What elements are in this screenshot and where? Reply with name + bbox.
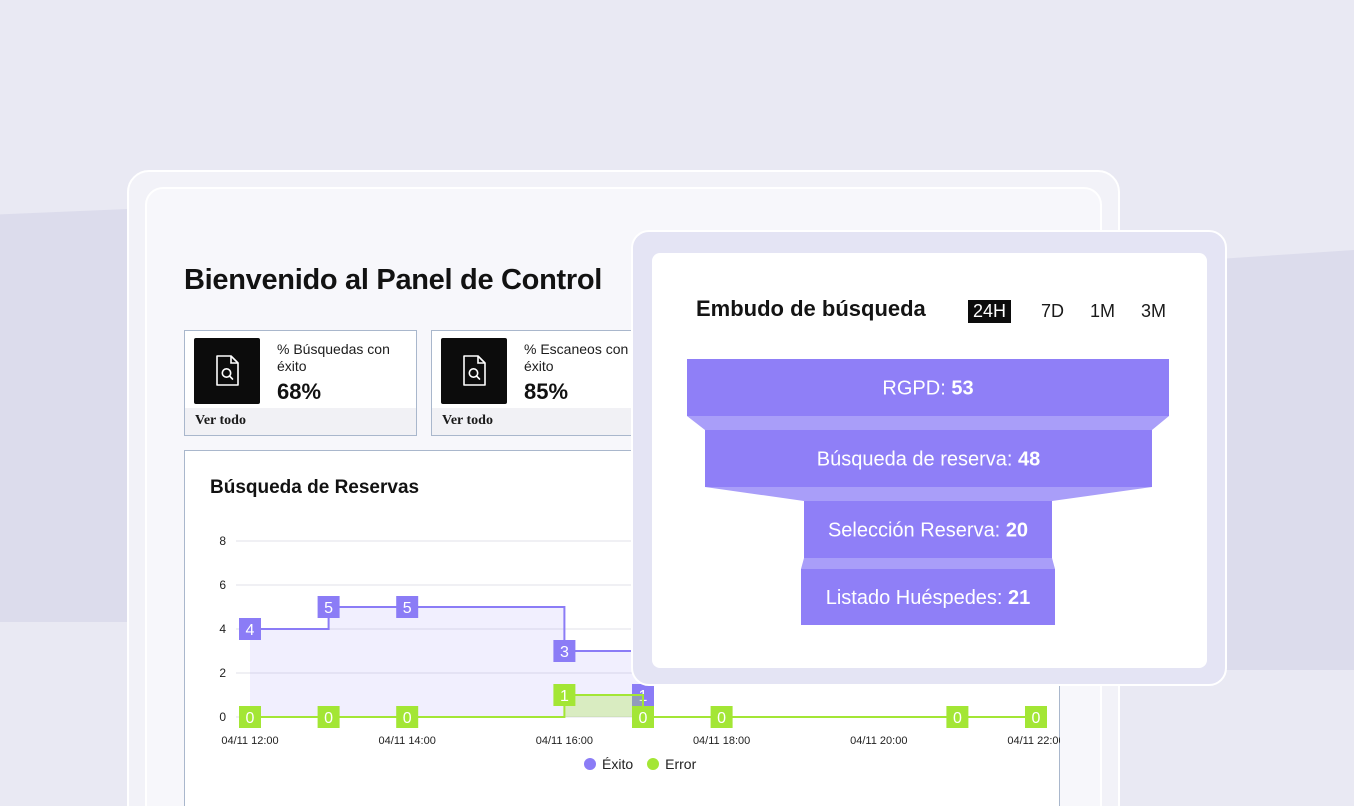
data-label: 0 xyxy=(324,710,333,727)
legend-item-error[interactable]: Error xyxy=(647,756,696,772)
range-24h-button[interactable]: 24H xyxy=(968,300,1012,323)
legend-label: Éxito xyxy=(602,756,634,772)
data-label-box xyxy=(396,706,419,728)
page-title: Bienvenido al Panel de Control xyxy=(184,264,603,296)
funnel-stage xyxy=(705,430,1152,487)
funnel-title: Embudo de búsqueda xyxy=(696,296,926,321)
chart-title: Búsqueda de Reservas xyxy=(210,477,420,498)
data-label: 4 xyxy=(246,622,255,639)
legend-item-success[interactable]: Éxito xyxy=(584,756,633,772)
data-label: 3 xyxy=(560,644,569,661)
x-tick-label: 04/11 22:00 xyxy=(1007,735,1060,747)
x-tick-label: 04/11 14:00 xyxy=(379,735,436,747)
data-label-box xyxy=(239,618,261,640)
y-tick-label: 0 xyxy=(219,710,226,724)
stat-value: 85% xyxy=(524,379,569,404)
funnel-stage-value: 53 xyxy=(951,378,973,400)
data-label-box xyxy=(632,706,654,728)
funnel-connector xyxy=(687,416,1169,430)
data-label-box xyxy=(396,596,419,618)
range-3m-button[interactable]: 3M xyxy=(1141,301,1167,321)
funnel-stage-name: Listado Huéspedes: xyxy=(826,587,1008,609)
data-label-box xyxy=(553,684,576,706)
chart-legend: Éxito Error xyxy=(584,756,696,772)
data-label-box xyxy=(317,596,340,618)
series-line xyxy=(250,694,1036,718)
data-label: 0 xyxy=(953,710,962,727)
funnel-stage-name: Selección Reserva: xyxy=(828,520,1006,542)
data-label-box xyxy=(553,640,576,662)
view-all-link[interactable]: Ver todo xyxy=(432,408,663,435)
data-label: 5 xyxy=(403,600,412,617)
data-label-box xyxy=(946,706,969,728)
x-tick-label: 04/11 20:00 xyxy=(850,735,907,747)
funnel-stage xyxy=(687,359,1169,416)
funnel-stage-label: Listado Huéspedes: 21 xyxy=(826,587,1031,609)
funnel-stage-label: Selección Reserva: 20 xyxy=(828,520,1028,542)
funnel-stage-name: Búsqueda de reserva: xyxy=(817,449,1018,471)
y-tick-label: 4 xyxy=(219,622,226,636)
search-funnel-chart: RGPD: 53 Búsqueda de reserva: 48 Selección… xyxy=(687,359,1169,625)
stat-card-searches: % Búsquedas con éxito 68% Ver todo xyxy=(184,330,417,436)
funnel-stage-label: Búsqueda de reserva: 48 xyxy=(817,449,1041,471)
funnel-stage-name: RGPD: xyxy=(882,378,951,400)
x-tick-label: 04/11 16:00 xyxy=(536,735,593,747)
data-label-box xyxy=(239,706,261,728)
data-label: 1 xyxy=(560,688,569,705)
data-label: 0 xyxy=(639,710,648,727)
funnel-stage-value: 20 xyxy=(1006,520,1028,542)
data-label: 0 xyxy=(1032,710,1041,727)
y-tick-label: 8 xyxy=(219,534,226,548)
data-label: 0 xyxy=(717,710,726,727)
x-tick-label: 04/11 18:00 xyxy=(693,735,750,747)
funnel-connector xyxy=(705,487,1152,501)
funnel-stage-label: RGPD: 53 xyxy=(882,378,973,400)
data-label: 5 xyxy=(324,600,333,617)
legend-dot-success xyxy=(584,758,596,770)
funnel-stage xyxy=(804,501,1052,558)
data-label-box xyxy=(1025,706,1047,728)
y-tick-label: 6 xyxy=(219,578,226,592)
data-label: 0 xyxy=(246,710,255,727)
range-1m-button[interactable]: 1M xyxy=(1090,301,1116,321)
data-label-box xyxy=(317,706,340,728)
series-area xyxy=(250,607,643,717)
funnel-connector xyxy=(801,558,1055,569)
funnel-stage-value: 48 xyxy=(1018,449,1040,471)
data-label: 0 xyxy=(403,710,412,727)
y-tick-label: 2 xyxy=(219,666,226,680)
funnel-stage-value: 21 xyxy=(1008,587,1030,609)
data-label-box xyxy=(710,706,733,728)
funnel-stage xyxy=(801,569,1055,625)
legend-label: Error xyxy=(665,756,697,772)
legend-dot-error xyxy=(647,758,660,770)
range-7d-button[interactable]: 7D xyxy=(1041,301,1065,321)
stat-card-scans: % Escaneos con éxito 85% Ver todo xyxy=(431,330,664,436)
search-document-icon xyxy=(194,338,260,404)
search-document-icon xyxy=(441,338,507,404)
stat-label: % Escaneos con éxito xyxy=(524,341,629,374)
series-line xyxy=(250,606,644,695)
stat-value: 68% xyxy=(277,379,322,404)
x-tick-label: 04/11 12:00 xyxy=(221,735,278,747)
view-all-link[interactable]: Ver todo xyxy=(185,408,416,435)
stat-label: % Búsquedas con éxito xyxy=(277,341,390,374)
